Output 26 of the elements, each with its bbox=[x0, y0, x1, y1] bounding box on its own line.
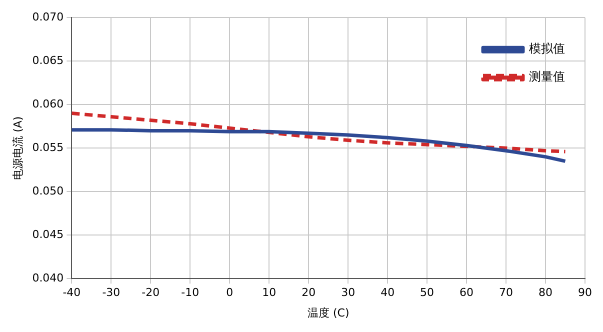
y-tick-label: 0.060 bbox=[32, 97, 64, 110]
x-tick-label: 70 bbox=[499, 286, 514, 300]
x-tick-label: 0 bbox=[226, 286, 234, 300]
y-tick-label: 0.050 bbox=[32, 184, 64, 198]
y-tick-label: 0.045 bbox=[32, 228, 64, 241]
x-tick-label: -30 bbox=[102, 286, 120, 300]
x-tick-label: -40 bbox=[62, 286, 81, 300]
x-tick-label: 60 bbox=[460, 286, 474, 300]
x-tick-label: 30 bbox=[341, 286, 356, 300]
line-series bbox=[72, 112, 568, 154]
y-tick-label: 0.065 bbox=[32, 54, 64, 67]
x-tick-label: 10 bbox=[262, 286, 276, 300]
x-tick-label: -10 bbox=[181, 286, 200, 300]
x-tick-label: 20 bbox=[302, 286, 316, 300]
y-tick-label: 0.070 bbox=[32, 10, 64, 24]
x-tick-label: 80 bbox=[538, 286, 553, 300]
y-tick-label: 0.055 bbox=[32, 140, 64, 154]
x-tick-label: 50 bbox=[420, 286, 434, 300]
x-axis-title: 温度 (C) bbox=[307, 306, 350, 320]
y-axis-title: 电源电流 (A) bbox=[11, 116, 24, 180]
legend-label: 模拟值 bbox=[529, 42, 565, 56]
x-tick-label: 40 bbox=[380, 286, 395, 300]
y-tick-label: 0.040 bbox=[32, 271, 64, 284]
x-tick-label: -20 bbox=[142, 286, 160, 300]
legend-label: 测量值 bbox=[529, 70, 565, 84]
x-tick-label: 90 bbox=[578, 286, 592, 300]
